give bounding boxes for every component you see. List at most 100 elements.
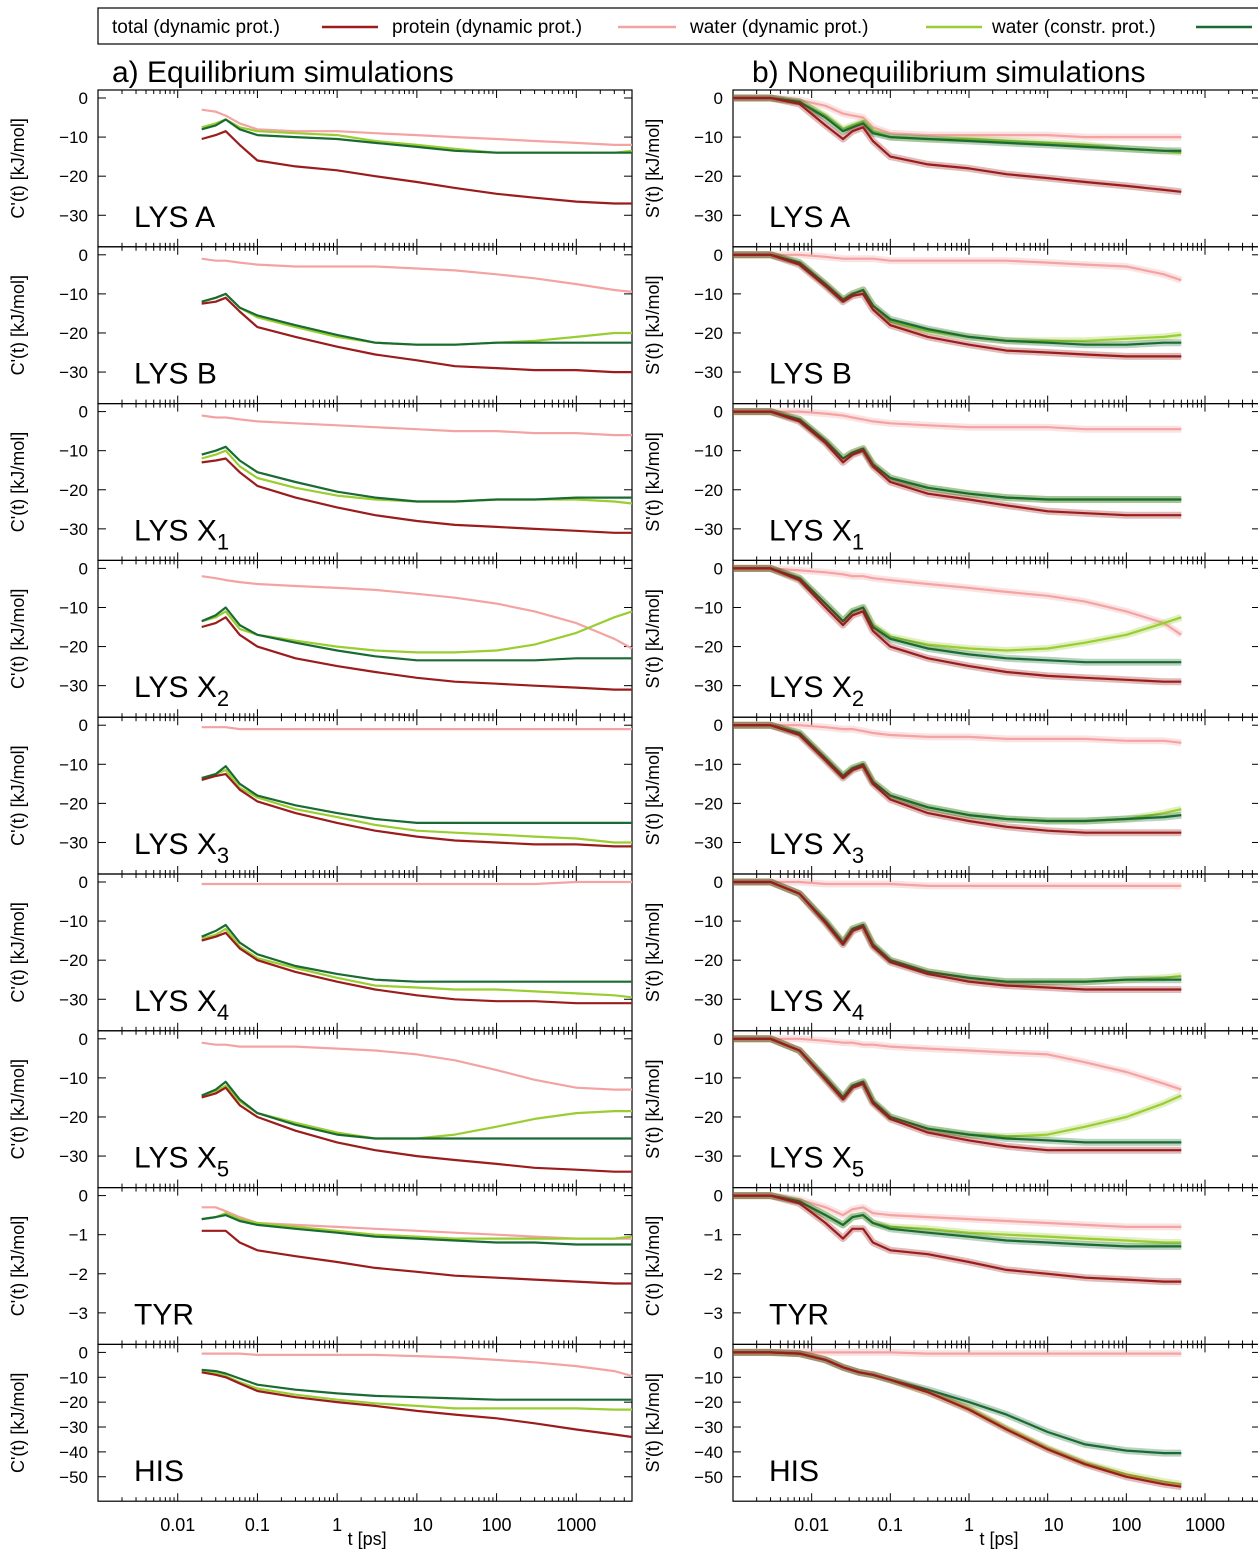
y-tick-label: −20 bbox=[694, 167, 723, 186]
series-line bbox=[201, 1084, 632, 1140]
y-tick-label: −3 bbox=[69, 1304, 88, 1323]
y-tick-label: −30 bbox=[694, 363, 723, 382]
panel-label: LYS X1 bbox=[769, 514, 864, 554]
y-tick-label: −50 bbox=[694, 1468, 723, 1487]
y-tick-label: 0 bbox=[714, 873, 723, 892]
series-band bbox=[733, 1035, 1183, 1093]
panel-left-lys-a: 0 −10 −20 −30 LYS A C'(t) [kJ/mol] bbox=[8, 89, 633, 248]
panel-left-lys-x1: 0 −10 −20 −30 LYS X1 C'(t) [kJ/mol] bbox=[8, 403, 633, 562]
panel-label-main: LYS X bbox=[134, 1142, 217, 1175]
y-axis-label: S'(t) [kJ/mol] bbox=[643, 903, 663, 1002]
panel-left-his: 0 −10 −20 −30 −40 −50 HIS C'(t) [kJ/mol] bbox=[8, 1343, 633, 1502]
y-tick-label: −20 bbox=[59, 1393, 88, 1412]
y-tick-label: 0 bbox=[714, 1030, 723, 1049]
y-axis-label: S'(t) [kJ/mol] bbox=[643, 432, 663, 531]
y-axis-label: C'(t) [kJ/mol] bbox=[643, 1216, 663, 1316]
y-tick-label: 0 bbox=[714, 89, 723, 108]
series-line bbox=[201, 1041, 632, 1091]
legend-box bbox=[97, 7, 1258, 45]
series-line bbox=[201, 445, 632, 503]
series-line bbox=[201, 765, 632, 825]
panel-label-sub: 5 bbox=[217, 1157, 229, 1182]
y-axis-label: C'(t) [kJ/mol] bbox=[8, 902, 28, 1002]
series-line bbox=[733, 880, 1182, 991]
series-line bbox=[733, 410, 1182, 501]
panel-label-main: LYS X bbox=[134, 671, 217, 704]
y-tick-label: −30 bbox=[59, 677, 88, 696]
column-title-right: b) Nonequilibrium simulations bbox=[752, 56, 1146, 89]
series-line bbox=[733, 1194, 1182, 1248]
panel-frame bbox=[97, 1343, 633, 1502]
y-tick-label: 0 bbox=[79, 716, 88, 735]
x-tick-label: 0.1 bbox=[878, 1515, 903, 1535]
y-tick-label: −10 bbox=[694, 598, 723, 617]
panel-label: LYS X2 bbox=[134, 671, 229, 711]
x-tick-label: 0.01 bbox=[160, 1515, 195, 1535]
y-tick-label: −20 bbox=[59, 794, 88, 813]
series-line bbox=[733, 1351, 1182, 1355]
y-tick-label: 0 bbox=[714, 1343, 723, 1362]
series-line bbox=[201, 108, 632, 146]
x-tick-label: 100 bbox=[482, 1515, 512, 1535]
y-axis-label: S'(t) [kJ/mol] bbox=[643, 746, 663, 845]
legend-label: protein (dynamic prot.) bbox=[392, 17, 582, 38]
series-line bbox=[201, 292, 632, 346]
y-tick-label: −20 bbox=[694, 481, 723, 500]
y-tick-label: 0 bbox=[79, 873, 88, 892]
series-line bbox=[733, 410, 1182, 431]
y-tick-label: −1 bbox=[69, 1226, 88, 1245]
y-tick-label: −10 bbox=[59, 128, 88, 147]
y-axis-label: C'(t) [kJ/mol] bbox=[8, 1216, 28, 1316]
y-tick-label: −30 bbox=[694, 833, 723, 852]
y-tick-label: −10 bbox=[59, 598, 88, 617]
y-tick-label: −10 bbox=[59, 755, 88, 774]
series-line bbox=[733, 724, 1182, 823]
y-tick-label: 0 bbox=[79, 89, 88, 108]
panel-label-main: LYS X bbox=[769, 671, 852, 704]
series-line bbox=[201, 257, 633, 293]
x-tick-label: 1 bbox=[332, 1515, 342, 1535]
y-tick-label: −20 bbox=[694, 794, 723, 813]
panel-left-lys-x4: 0 −10 −20 −30 LYS X4 C'(t) [kJ/mol] bbox=[8, 873, 633, 1032]
y-tick-label: −30 bbox=[59, 206, 88, 225]
y-tick-label: 0 bbox=[714, 1187, 723, 1206]
panel-label: LYS B bbox=[769, 358, 852, 391]
x-tick-label: 1000 bbox=[556, 1515, 596, 1535]
y-axis-label: C'(t) [kJ/mol] bbox=[8, 589, 28, 689]
panel-label-main: LYS X bbox=[134, 828, 217, 861]
series-line bbox=[733, 253, 1182, 346]
y-tick-label: −10 bbox=[59, 442, 88, 461]
x-tick-label: 1000 bbox=[1185, 1515, 1225, 1535]
panel-label-sub: 4 bbox=[217, 1000, 229, 1025]
series-line bbox=[201, 1086, 632, 1173]
legend-label: water (constr. prot.) bbox=[991, 17, 1156, 38]
y-tick-label: −10 bbox=[694, 1368, 723, 1387]
panel-right-lys-a: 0 −10 −20 −30 LYS A S'(t) [kJ/mol] bbox=[643, 89, 1258, 248]
panel-right-lys-x5: 0 −10 −20 −30 LYS X5 S'(t) [kJ/mol] bbox=[643, 1030, 1258, 1189]
y-tick-label: −40 bbox=[694, 1443, 723, 1462]
series-line bbox=[201, 414, 632, 437]
panel-right-his: 0 −10 −20 −30 −40 −50 HIS S'(t) [kJ/mol] bbox=[643, 1343, 1258, 1502]
y-tick-label: 0 bbox=[79, 1343, 88, 1362]
y-tick-label: −20 bbox=[59, 481, 88, 500]
series-line bbox=[201, 449, 633, 505]
y-tick-label: −10 bbox=[59, 912, 88, 931]
panel-left-lys-x2: 0 −10 −20 −30 LYS X2 C'(t) [kJ/mol] bbox=[8, 559, 633, 718]
x-axis-label: t [ps] bbox=[979, 1529, 1018, 1549]
series-line bbox=[201, 1229, 632, 1285]
legend: total (dynamic prot.) protein (dynamic pr… bbox=[97, 7, 1258, 45]
series-line bbox=[733, 567, 1182, 664]
y-tick-label: 0 bbox=[714, 559, 723, 578]
panel-label: LYS A bbox=[134, 201, 215, 234]
panel-label: HIS bbox=[134, 1455, 184, 1488]
y-tick-label: −20 bbox=[59, 1108, 88, 1127]
panel-label: LYS X3 bbox=[769, 828, 864, 868]
series-line bbox=[733, 1037, 1182, 1091]
series-line bbox=[733, 880, 1182, 888]
panel-label: LYS A bbox=[769, 201, 850, 234]
legend-label: total (dynamic prot.) bbox=[112, 17, 280, 38]
series-line bbox=[201, 931, 632, 1005]
panel-label-sub: 2 bbox=[852, 686, 864, 711]
series-line bbox=[733, 1194, 1182, 1229]
